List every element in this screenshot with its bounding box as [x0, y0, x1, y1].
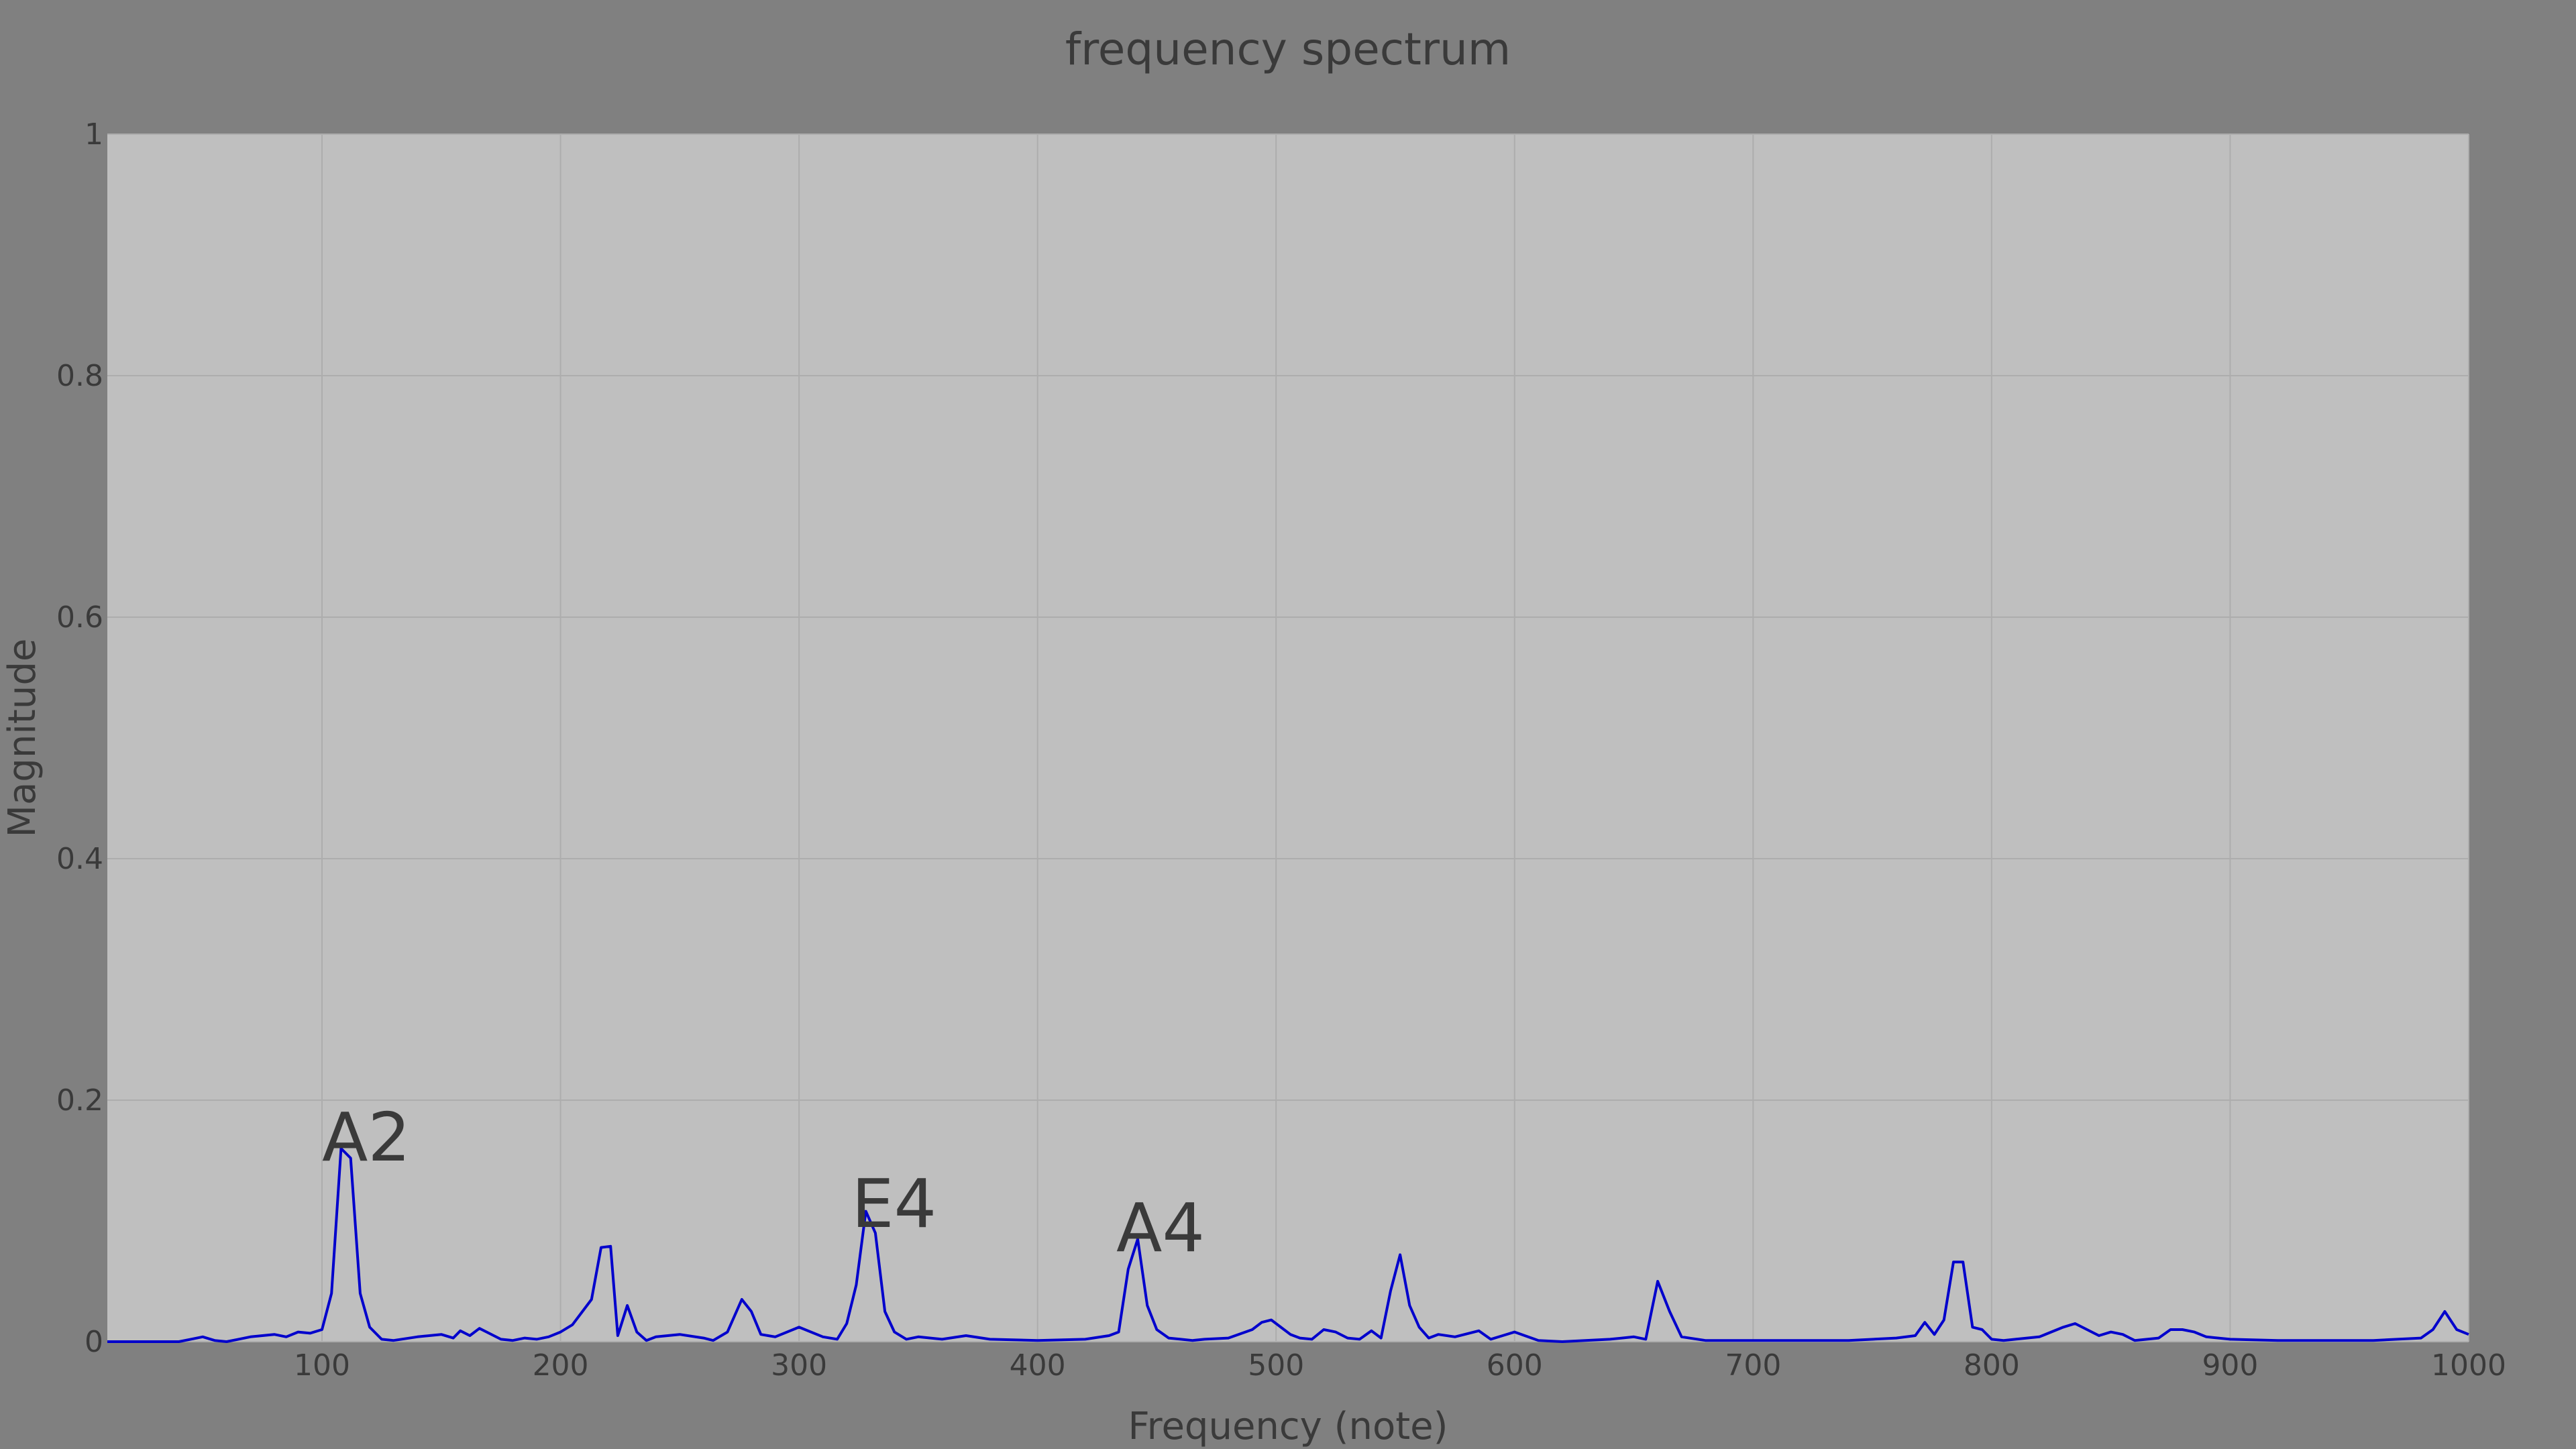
x-axis-title: Frequency (note) — [1128, 1405, 1448, 1448]
x-axis-ticks: 100 200 300 400 500 600 700 800 900 1000 — [294, 1348, 2506, 1383]
x-tick-label: 100 — [294, 1348, 350, 1383]
x-tick-label: 300 — [771, 1348, 827, 1383]
x-tick-label: 900 — [2202, 1348, 2258, 1383]
y-axis-title: Magnitude — [1, 639, 44, 838]
x-tick-label: 400 — [1010, 1348, 1066, 1383]
plot-area — [107, 134, 2469, 1342]
x-tick-label: 200 — [533, 1348, 589, 1383]
y-axis-ticks: 0 0.2 0.4 0.6 0.8 1 — [56, 117, 103, 1359]
chart-title: frequency spectrum — [1065, 23, 1511, 75]
x-tick-label: 600 — [1487, 1348, 1543, 1383]
spectrum-line — [107, 1147, 2469, 1343]
x-tick-label: 700 — [1725, 1348, 1781, 1383]
grid-lines — [107, 133, 2469, 1342]
y-tick-label: 0.8 — [56, 359, 103, 393]
y-tick-label: 0.6 — [56, 600, 103, 635]
y-tick-label: 0.2 — [56, 1083, 103, 1118]
y-tick-label: 0.4 — [56, 842, 103, 876]
peak-annotation-e4: E4 — [851, 1165, 936, 1243]
x-tick-label: 1000 — [2431, 1348, 2506, 1383]
x-tick-label: 800 — [1964, 1348, 2020, 1383]
x-tick-label: 500 — [1248, 1348, 1304, 1383]
y-tick-label: 1 — [85, 117, 103, 152]
peak-annotations: A2 E4 A4 — [322, 1098, 1205, 1267]
peak-annotation-a2: A2 — [322, 1098, 411, 1177]
y-tick-label: 0 — [85, 1325, 103, 1359]
peak-annotation-a4: A4 — [1116, 1189, 1205, 1267]
